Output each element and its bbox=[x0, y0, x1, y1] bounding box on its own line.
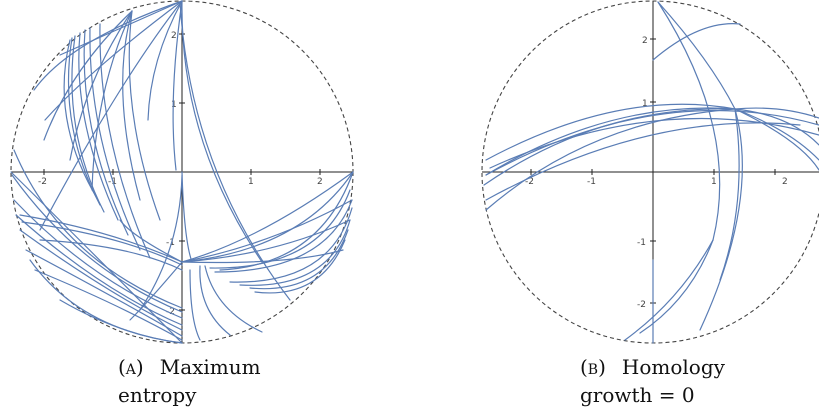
panel-a-x-tick-marks bbox=[43, 169, 321, 175]
panel-b-x-tick-label: 1 bbox=[711, 177, 717, 187]
panel-a-x-tick-label: -2 bbox=[38, 177, 47, 187]
panel-b-geodesics bbox=[483, 1, 819, 344]
panel-a-y-tick-label: 2 bbox=[171, 31, 177, 41]
panel-b-x-tick-marks bbox=[530, 169, 776, 175]
panel-b-plot: -2 -1 1 2 2 1 -1 -2 bbox=[481, 0, 819, 344]
panel-b-y-tick-label: -2 bbox=[637, 300, 646, 310]
panel-b-y-tick-label: -1 bbox=[637, 238, 646, 248]
caption-a: (a) Maximum entropy bbox=[118, 353, 318, 409]
panel-a-geodesics bbox=[10, 0, 354, 344]
caption-b: (b) Homology growth = 0 bbox=[580, 353, 800, 409]
panel-b-x-tick-label: 2 bbox=[782, 177, 788, 187]
panel-b-x-tick-label: -1 bbox=[587, 177, 596, 187]
caption-b-title-line2: growth = 0 bbox=[580, 383, 695, 407]
panel-a-y-tick-marks bbox=[179, 33, 185, 311]
panel-a-y-tick-label: -2 bbox=[166, 307, 175, 317]
panel-a-y-tick-label: -1 bbox=[166, 238, 175, 248]
panel-a-x-tick-label: 1 bbox=[248, 177, 254, 187]
caption-a-title-line2: entropy bbox=[118, 383, 197, 407]
caption-b-title-line1: Homology bbox=[621, 355, 725, 379]
caption-b-label: (b) bbox=[580, 355, 606, 379]
panel-b-y-tick-marks bbox=[650, 38, 656, 304]
caption-a-title-line1: Maximum bbox=[159, 355, 261, 379]
panel-a-x-tick-label: 2 bbox=[317, 177, 323, 187]
panel-b-x-tick-label: -2 bbox=[525, 177, 534, 187]
panel-b-y-tick-label: 2 bbox=[642, 36, 648, 46]
panel-a-y-tick-label: 1 bbox=[171, 100, 177, 110]
panel-b-y-tick-label: 1 bbox=[642, 99, 648, 109]
caption-a-label: (a) bbox=[118, 355, 144, 379]
panel-a-plot: -2 -1 1 2 2 1 -1 -2 bbox=[10, 0, 354, 344]
